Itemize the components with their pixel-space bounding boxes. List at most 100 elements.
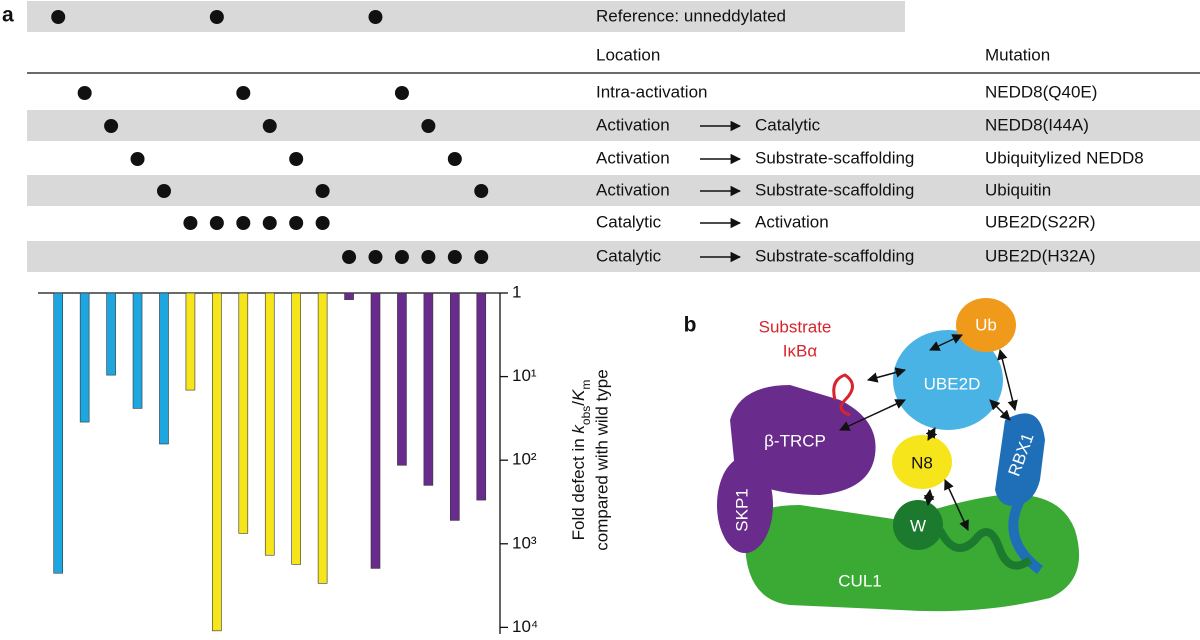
position-dot [474,184,489,198]
position-dots [51,10,489,264]
bar [79,292,90,423]
position-dot [447,250,462,264]
w-label: W [910,516,926,535]
substrate-label: Substrate [759,317,832,336]
bar [317,292,328,584]
position-dot [342,250,357,264]
diagram: b Substrate IκBα Ub UBE2D β-TRCP N8 RBX1… [684,298,1080,612]
row-band [27,241,1200,272]
position-dot [289,216,304,230]
cul1-shape [744,494,1080,612]
bar [132,292,143,409]
position-dot [209,216,224,230]
y-tick-label: 1 [512,282,521,301]
btrcp-label: β-TRCP [764,431,826,450]
mutation-table: a Reference: unneddylated Location Mutat… [2,1,1200,272]
bar [291,292,301,565]
skp1-label: SKP1 [732,488,751,531]
reference-label: Reference: unneddylated [596,6,786,25]
mutation: Ubiquitylized NEDD8 [985,148,1144,167]
n8-label: N8 [911,453,933,472]
position-dot [447,152,462,166]
bar [159,292,169,445]
y-tick-label: 10¹ [512,366,537,385]
rbx1-shape [995,413,1045,506]
row-band [27,175,1200,206]
position-dot [421,119,436,133]
panel-label: b [684,314,697,337]
bar [264,292,275,556]
bar [344,292,354,300]
header-location: Location [596,45,660,64]
ikba-label: IκBα [783,341,818,360]
bar [476,292,487,501]
mutation: Ubiquitin [985,180,1051,199]
position-dot [51,10,66,24]
bar [185,292,196,391]
position-dot [289,152,304,166]
ube2d-shape [893,330,1003,430]
location-from: Activation [596,148,670,167]
location-from: Catalytic [596,246,662,265]
interaction-arrows [839,334,1018,531]
w-shape [893,500,943,550]
position-dot [236,216,251,230]
position-dot [368,10,383,24]
panel-label: a [2,4,14,27]
y-tick-label: 10⁴ [512,617,538,635]
mutation: NEDD8(I44A) [985,115,1089,134]
position-dot [474,250,489,264]
position-dot [104,119,119,133]
n8-shape [892,435,952,489]
position-dot [394,86,409,100]
position-dot [130,152,145,166]
bar [450,292,460,521]
ub-label: Ub [975,315,997,334]
y-tick-label: 10² [512,450,537,469]
row-band [27,1,905,32]
ub-shape [956,298,1016,352]
chart: Fold defect in kobs/Km compared with wil… [38,282,611,636]
y-axis-label: Fold defect in kobs/Km [569,380,593,541]
y-axis-label-line2: compared with wild type [592,369,611,550]
position-dot [209,10,224,24]
position-dot [236,86,251,100]
bar [238,292,249,534]
bar [53,292,64,574]
ub-chain [936,528,1033,570]
location-to: Activation [755,212,829,231]
position-dot [394,250,409,264]
bar [397,292,407,466]
rbx1-tail [1008,497,1044,574]
bar [212,292,222,632]
position-dot [77,86,92,100]
location-from: Catalytic [596,212,662,231]
position-dot [262,119,277,133]
position-dot [315,184,330,198]
location-to: Catalytic [755,115,821,134]
position-dot [421,250,436,264]
position-dot [368,250,383,264]
mutation: NEDD8(Q40E) [985,82,1097,101]
mutation: UBE2D(H32A) [985,246,1096,265]
position-dot [183,216,198,230]
ube2d-label: UBE2D [924,374,981,393]
location-to: Substrate-scaffolding [755,148,914,167]
row-band [27,110,1200,141]
location-from: Intra-activation [596,82,708,101]
y-tick-label: 10³ [512,533,537,552]
position-dot [156,184,171,198]
mutation: UBE2D(S22R) [985,212,1096,231]
bar [370,292,381,569]
location-to: Substrate-scaffolding [755,246,914,265]
bar [106,292,116,376]
location-from: Activation [596,180,670,199]
header-mutation: Mutation [985,45,1050,64]
position-dot [262,216,277,230]
location-from: Activation [596,115,670,134]
bar [423,292,434,486]
cul1-label: CUL1 [838,571,881,590]
location-to: Substrate-scaffolding [755,180,914,199]
position-dot [315,216,330,230]
